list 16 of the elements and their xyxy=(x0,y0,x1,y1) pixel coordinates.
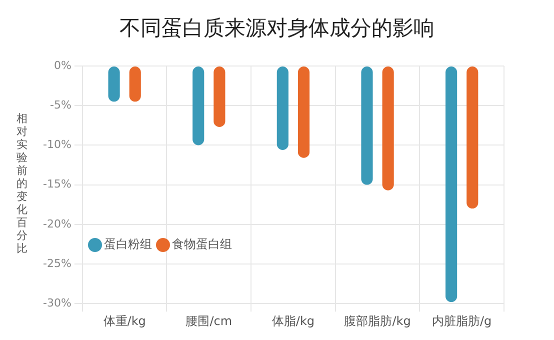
legend-label: 食物蛋白组 xyxy=(171,236,232,253)
x-tick-label: 腰围/cm xyxy=(186,314,232,328)
legend-label: 蛋白粉组 xyxy=(103,236,152,253)
y-tick-label: -20% xyxy=(42,217,72,230)
y-tick-label: -10% xyxy=(42,138,72,152)
x-tick-label: 体脂/kg xyxy=(272,314,315,328)
text: 相对实验前的变化百分比 xyxy=(16,112,28,255)
y-tick-label: -15% xyxy=(42,178,72,191)
y-tick-label: -30% xyxy=(42,296,72,310)
x-tick-label: 内脏脂肪/g xyxy=(432,314,492,328)
chart-title: 不同蛋白质来源对身体成分的影响 xyxy=(118,15,436,42)
y-tick-label: -5% xyxy=(50,98,72,112)
x-tick-label: 腹部脂肪/kg xyxy=(344,314,411,328)
y-tick-label: 0% xyxy=(54,58,72,72)
y-tick-label: -25% xyxy=(42,256,72,270)
x-tick-label: 体重/kg xyxy=(103,314,146,328)
